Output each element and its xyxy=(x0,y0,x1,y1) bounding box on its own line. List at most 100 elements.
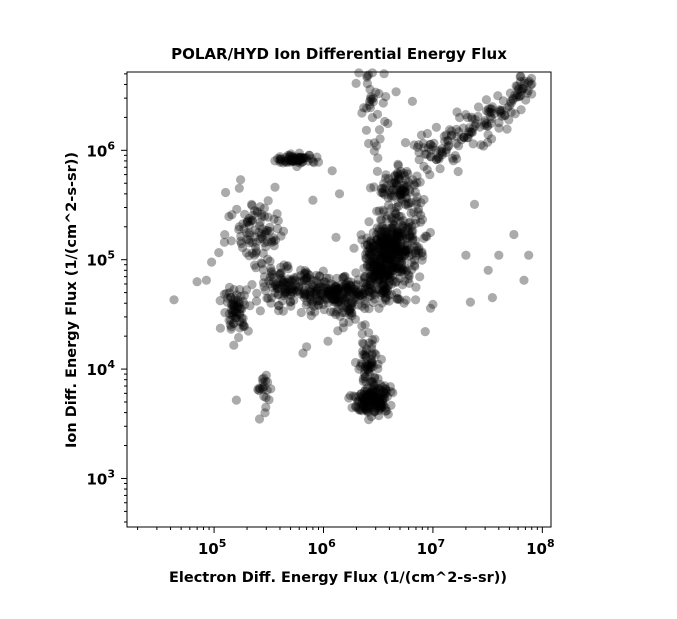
data-point xyxy=(512,81,522,92)
data-point xyxy=(239,224,249,234)
data-point xyxy=(378,279,388,289)
data-point xyxy=(369,241,379,251)
data-point xyxy=(403,248,413,258)
x-tick-label: 106 xyxy=(307,537,336,558)
data-point xyxy=(344,317,354,327)
data-point xyxy=(459,133,469,143)
x-tick-label: 108 xyxy=(526,537,555,558)
data-point xyxy=(348,288,358,298)
data-point xyxy=(245,301,255,311)
data-point xyxy=(399,247,409,257)
data-point xyxy=(392,228,402,238)
data-point xyxy=(248,210,258,220)
data-point xyxy=(288,288,298,298)
data-point xyxy=(269,241,279,251)
data-point xyxy=(234,332,244,343)
data-point xyxy=(315,271,325,281)
data-point xyxy=(368,263,378,273)
data-point xyxy=(292,272,302,282)
data-point xyxy=(504,101,514,111)
data-point xyxy=(396,263,406,273)
data-point xyxy=(285,155,296,166)
data-point xyxy=(412,142,423,152)
data-point xyxy=(276,268,286,278)
data-point xyxy=(370,372,380,382)
data-point xyxy=(359,398,369,408)
data-point xyxy=(425,139,435,150)
data-point xyxy=(350,292,361,302)
data-point xyxy=(387,214,397,224)
data-point xyxy=(399,247,409,257)
data-point xyxy=(318,290,328,300)
data-point xyxy=(459,132,469,142)
data-point xyxy=(385,249,395,259)
data-point xyxy=(383,118,393,129)
data-point xyxy=(382,273,392,283)
data-point xyxy=(514,91,524,101)
data-point xyxy=(368,395,379,405)
data-point xyxy=(386,212,397,222)
data-point xyxy=(328,287,338,297)
data-point xyxy=(314,279,324,289)
data-point xyxy=(234,297,244,307)
data-point xyxy=(383,269,393,279)
data-point xyxy=(358,290,368,300)
data-point xyxy=(366,400,376,410)
data-point xyxy=(409,242,420,252)
data-point xyxy=(321,282,331,292)
data-point xyxy=(236,236,246,246)
data-point xyxy=(214,248,224,258)
data-point xyxy=(495,106,505,117)
data-point xyxy=(421,231,431,241)
data-point xyxy=(357,329,367,339)
data-point xyxy=(371,395,381,405)
data-point xyxy=(346,286,356,296)
data-point xyxy=(243,216,253,226)
data-point xyxy=(391,247,402,257)
data-point xyxy=(422,165,432,175)
data-point xyxy=(403,169,413,179)
data-point xyxy=(300,276,310,286)
data-point xyxy=(522,88,532,98)
data-point xyxy=(379,401,389,411)
data-point xyxy=(383,252,393,262)
data-point xyxy=(363,283,373,293)
data-point xyxy=(481,95,491,105)
data-point xyxy=(293,157,303,167)
data-point xyxy=(233,301,243,311)
data-point xyxy=(306,311,316,321)
data-point xyxy=(229,300,239,310)
data-point xyxy=(443,142,453,152)
data-point xyxy=(343,299,353,309)
major-ticks xyxy=(121,149,543,533)
data-point xyxy=(486,104,496,114)
data-point xyxy=(496,108,506,119)
data-point xyxy=(323,289,333,299)
data-point xyxy=(295,152,305,162)
data-point xyxy=(340,281,350,291)
data-point xyxy=(383,231,393,241)
data-point xyxy=(380,390,390,400)
data-point xyxy=(370,289,380,300)
data-point xyxy=(313,283,323,293)
data-point xyxy=(389,220,399,230)
data-point xyxy=(368,253,378,264)
data-point xyxy=(380,271,390,281)
data-point xyxy=(274,306,284,316)
data-point xyxy=(354,397,364,407)
data-point xyxy=(368,238,378,248)
data-point xyxy=(399,251,410,261)
data-point xyxy=(519,76,529,86)
data-point xyxy=(372,265,382,275)
data-point xyxy=(386,400,396,410)
data-point xyxy=(261,226,271,236)
data-point xyxy=(231,313,241,323)
data-point xyxy=(344,304,354,314)
data-point xyxy=(516,105,526,115)
data-point xyxy=(311,287,321,297)
data-point xyxy=(452,132,462,142)
data-point xyxy=(368,263,378,273)
data-point xyxy=(363,364,373,375)
data-point xyxy=(414,147,424,158)
data-point xyxy=(301,300,311,310)
